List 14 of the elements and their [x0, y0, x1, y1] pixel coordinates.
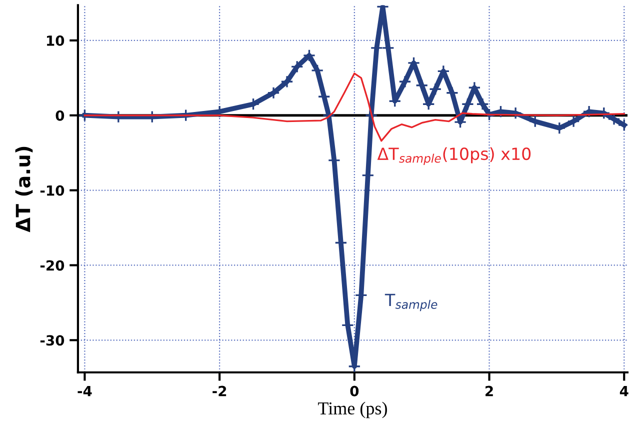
- y-tick-label: -20: [40, 260, 64, 271]
- series-label: ΔT$_{sample}$(10ps) x10: [377, 147, 531, 165]
- y-tick-label: -10: [40, 185, 64, 196]
- y-tick-label: 10: [47, 35, 64, 46]
- x-tick-label: 0: [350, 386, 359, 396]
- x-axis-title: Time (ps): [318, 402, 387, 418]
- y-tick-label: -30: [40, 335, 64, 346]
- x-tick-label: 2: [486, 386, 493, 396]
- x-tick-label: -4: [78, 386, 92, 396]
- x-tick-label: 4: [620, 386, 628, 396]
- x-tick-label: -2: [212, 386, 226, 396]
- y-axis-title: ΔT (a.u): [15, 146, 33, 232]
- y-tick-label: 0: [56, 110, 64, 121]
- series-label: T$_{sample}$: [384, 294, 438, 312]
